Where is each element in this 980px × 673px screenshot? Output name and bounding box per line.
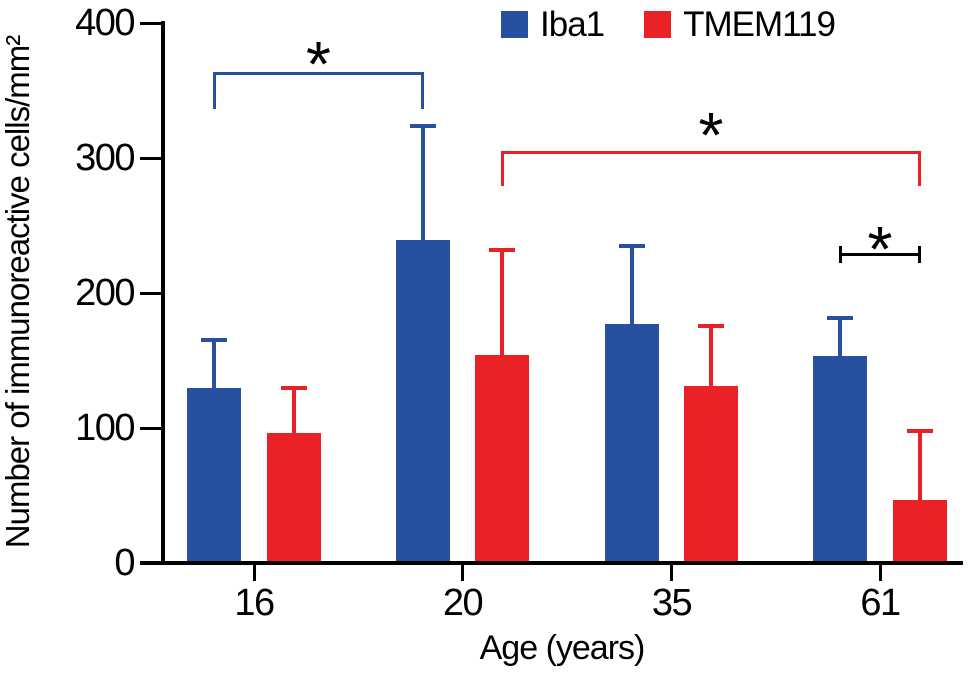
y-axis-tick — [140, 21, 161, 25]
significance-asterisk: * — [698, 99, 724, 171]
legend: Iba1 TMEM119 — [501, 5, 836, 44]
y-axis-tick — [140, 426, 161, 430]
significance-asterisk: * — [306, 28, 331, 100]
x-axis-tick — [252, 565, 256, 581]
error-bar-iba1-61 — [838, 315, 843, 363]
error-cap-tmem119-35 — [698, 324, 725, 329]
bar-iba1-20 — [395, 240, 450, 561]
error-bar-iba1-20 — [420, 124, 425, 247]
error-cap-tmem119-16 — [280, 386, 307, 391]
error-cap-iba1-20 — [409, 124, 436, 129]
y-tick-label: 100 — [75, 407, 135, 449]
legend-item-tmem119: TMEM119 — [644, 5, 836, 44]
y-tick-label: 0 — [114, 542, 135, 584]
error-cap-iba1-16 — [201, 337, 228, 342]
y-tick-label: 400 — [75, 2, 135, 44]
x-axis-title: Age (years) — [479, 629, 646, 667]
x-axis-tick — [878, 565, 882, 581]
x-tick-label: 35 — [651, 582, 693, 624]
y-tick-label: 200 — [75, 272, 135, 314]
x-tick-label: 20 — [442, 582, 484, 624]
error-cap-iba1-61 — [827, 315, 854, 320]
y-axis-tick — [140, 156, 161, 160]
x-axis-line — [140, 561, 963, 565]
x-tick-label: 16 — [234, 582, 275, 624]
bar-iba1-61 — [813, 356, 868, 561]
bar-tmem119-20 — [475, 355, 530, 561]
error-bar-tmem119-20 — [500, 248, 505, 362]
legend-color-swatch-tmem119 — [644, 11, 672, 38]
error-bar-iba1-16 — [212, 337, 217, 394]
sig-bracket-leg — [918, 151, 922, 186]
legend-label: Iba1 — [540, 5, 605, 44]
sig-bracket-leg — [421, 72, 425, 109]
error-cap-tmem119-20 — [489, 248, 516, 253]
sig-bracket-leg — [500, 151, 504, 186]
bar-iba1-16 — [187, 387, 242, 561]
x-tick-label: 61 — [860, 582, 901, 624]
error-bar-tmem119-16 — [291, 386, 296, 440]
error-bar-tmem119-61 — [917, 429, 922, 506]
sig-bracket-leg — [838, 246, 842, 263]
error-cap-tmem119-61 — [906, 429, 933, 434]
bar-tmem119-16 — [266, 433, 321, 561]
bar-iba1-35 — [604, 324, 659, 561]
y-axis-tick — [140, 561, 161, 565]
sig-bracket-bar — [212, 72, 425, 75]
legend-label: TMEM119 — [683, 5, 836, 44]
y-axis-line — [161, 21, 165, 565]
y-tick-label: 300 — [75, 137, 135, 179]
x-axis-tick — [461, 565, 464, 581]
significance-asterisk: * — [867, 213, 893, 285]
legend-item-iba1: Iba1 — [501, 5, 605, 44]
error-bar-tmem119-35 — [709, 324, 714, 393]
error-bar-iba1-35 — [629, 244, 634, 331]
sig-bracket-bar — [500, 151, 922, 154]
error-cap-iba1-35 — [618, 244, 645, 249]
sig-bracket-leg — [212, 72, 216, 109]
x-axis-tick — [670, 565, 673, 581]
sig-bracket-bar — [838, 253, 922, 256]
bar-tmem119-61 — [892, 499, 947, 561]
sig-bracket-leg — [918, 246, 922, 263]
legend-color-swatch-iba1 — [501, 11, 528, 38]
bar-tmem119-35 — [684, 386, 739, 561]
y-axis-tick — [140, 291, 161, 295]
